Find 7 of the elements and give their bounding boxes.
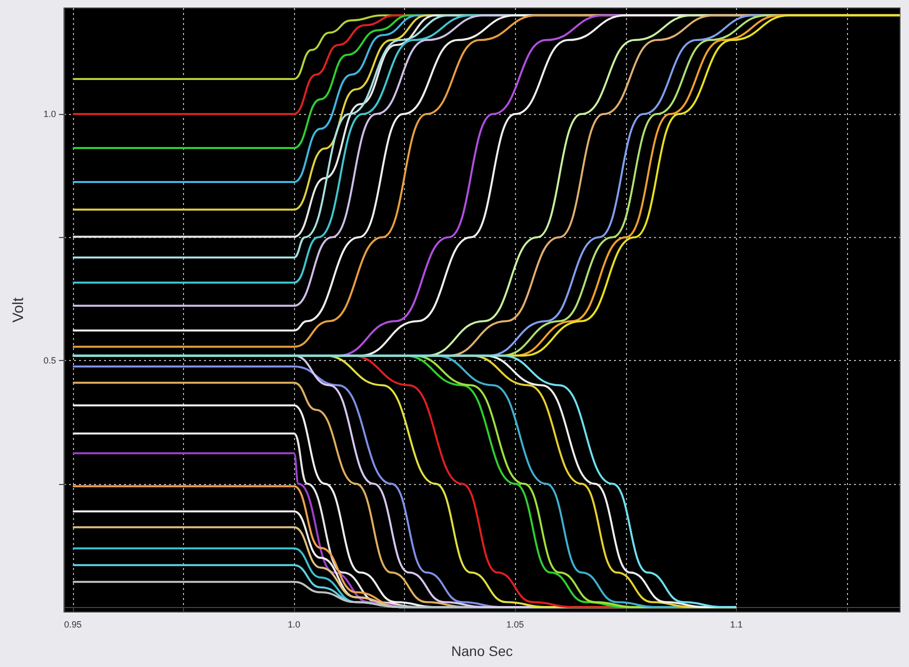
y-axis-title: Volt <box>10 296 27 323</box>
x-tick-label: 1.05 <box>506 620 524 630</box>
x-tick-label: 1.1 <box>730 620 743 630</box>
x-axis-title: Nano Sec <box>451 643 513 659</box>
y-tick-label: 0.5 <box>43 356 56 366</box>
x-tick-label: 0.95 <box>64 620 82 630</box>
x-tick-label: 1.0 <box>288 620 300 630</box>
